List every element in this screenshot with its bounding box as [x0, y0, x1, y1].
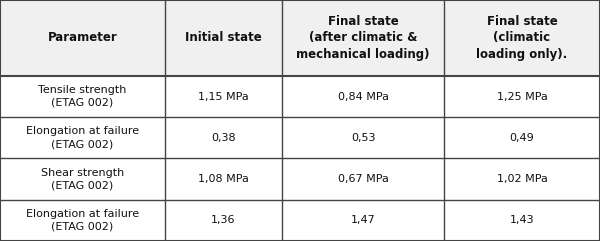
Text: 1,08 MPa: 1,08 MPa: [198, 174, 249, 184]
Text: 1,47: 1,47: [350, 215, 376, 225]
Text: Parameter: Parameter: [47, 32, 118, 44]
Bar: [165, 0, 282, 76]
Bar: [282, 76, 444, 117]
Bar: [282, 0, 444, 76]
Text: Tensile strength
(ETAG 002): Tensile strength (ETAG 002): [38, 85, 127, 108]
Bar: [444, 159, 600, 200]
Bar: [444, 117, 600, 159]
Bar: [165, 117, 282, 159]
Text: Final state
(after climatic &
mechanical loading): Final state (after climatic & mechanical…: [296, 15, 430, 61]
Text: 0,38: 0,38: [211, 133, 236, 143]
Bar: [165, 200, 282, 241]
Text: Shear strength
(ETAG 002): Shear strength (ETAG 002): [41, 168, 124, 190]
Bar: [282, 200, 444, 241]
Bar: [0, 200, 165, 241]
Text: Final state
(climatic
loading only).: Final state (climatic loading only).: [476, 15, 568, 61]
Text: 0,67 MPa: 0,67 MPa: [338, 174, 388, 184]
Bar: [0, 117, 165, 159]
Text: 1,15 MPa: 1,15 MPa: [198, 92, 249, 101]
Text: 1,43: 1,43: [509, 215, 535, 225]
Bar: [0, 0, 165, 76]
Text: Elongation at failure
(ETAG 002): Elongation at failure (ETAG 002): [26, 127, 139, 149]
Bar: [444, 200, 600, 241]
Bar: [444, 0, 600, 76]
Bar: [444, 76, 600, 117]
Bar: [0, 159, 165, 200]
Text: 0,49: 0,49: [509, 133, 535, 143]
Bar: [165, 159, 282, 200]
Bar: [0, 76, 165, 117]
Text: Elongation at failure
(ETAG 002): Elongation at failure (ETAG 002): [26, 209, 139, 232]
Bar: [282, 159, 444, 200]
Text: 0,84 MPa: 0,84 MPa: [337, 92, 389, 101]
Text: 1,36: 1,36: [211, 215, 236, 225]
Text: 0,53: 0,53: [351, 133, 375, 143]
Text: 1,25 MPa: 1,25 MPa: [497, 92, 547, 101]
Text: 1,02 MPa: 1,02 MPa: [497, 174, 547, 184]
Bar: [282, 117, 444, 159]
Text: Initial state: Initial state: [185, 32, 262, 44]
Bar: [165, 76, 282, 117]
